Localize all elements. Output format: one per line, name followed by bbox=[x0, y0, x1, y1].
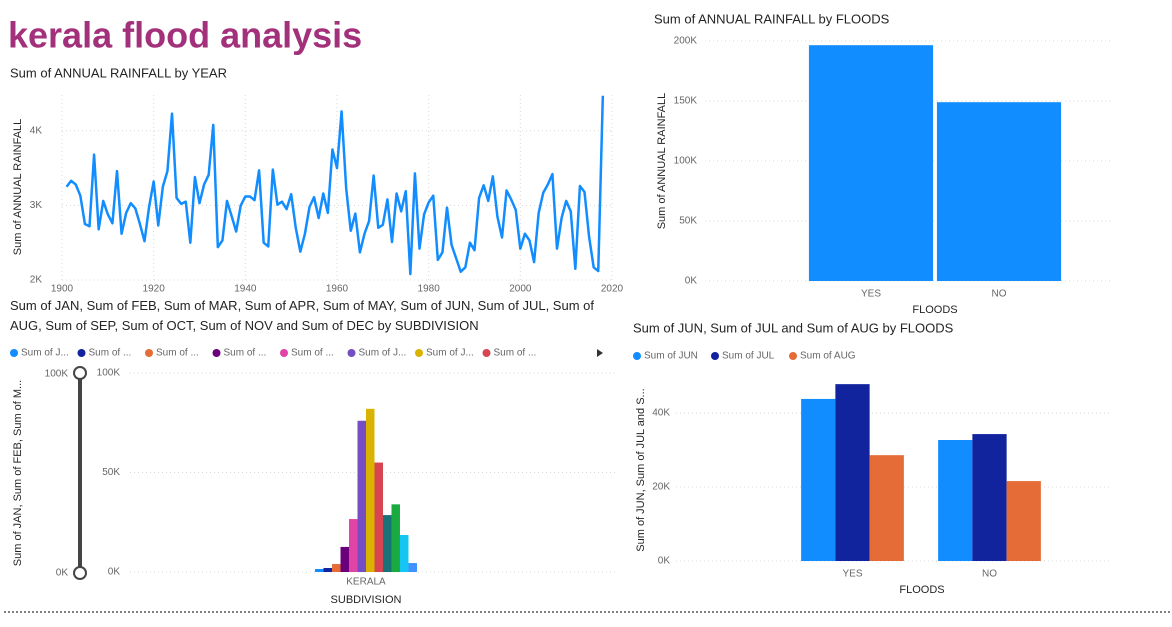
y-tick-label: 0K bbox=[658, 556, 671, 567]
legend-marker bbox=[145, 349, 153, 357]
y-tick-label: 3K bbox=[30, 200, 43, 211]
bar bbox=[408, 563, 417, 572]
x-tick-label: 2000 bbox=[509, 284, 532, 295]
y-axis-title: Sum of ANNUAL RAINFALL bbox=[656, 93, 668, 230]
y-tick-label: 200K bbox=[674, 36, 698, 47]
x-tick-label: 1920 bbox=[143, 284, 166, 295]
bar bbox=[801, 398, 836, 561]
legend-label: Sum of ... bbox=[494, 348, 537, 359]
y-tick-label: 50K bbox=[102, 467, 120, 478]
legend-marker bbox=[10, 349, 18, 357]
range-slider-handle[interactable] bbox=[73, 566, 87, 580]
legend-label: Sum of J... bbox=[426, 348, 474, 359]
bar bbox=[936, 102, 1062, 281]
bar bbox=[835, 384, 870, 561]
chart-title: Sum of JAN, Sum of FEB, Sum of MAR, Sum … bbox=[10, 298, 594, 333]
range-slider-handle[interactable] bbox=[73, 366, 87, 380]
bar bbox=[382, 515, 392, 572]
legend-label: Sum of ... bbox=[224, 348, 267, 359]
chart-title: Sum of JUN, Sum of JUL and Sum of AUG by… bbox=[633, 320, 954, 335]
chart-title: Sum of ANNUAL RAINFALL by FLOODS bbox=[654, 11, 890, 26]
legend-marker bbox=[347, 349, 356, 357]
y-tick-label: 100K bbox=[674, 156, 698, 167]
bar bbox=[349, 519, 358, 572]
y-tick-label: 2K bbox=[30, 275, 43, 286]
y-axis-title: Sum of ANNUAL RAINFALL bbox=[12, 119, 24, 256]
bar bbox=[323, 568, 333, 572]
slider-label: 0K bbox=[56, 568, 69, 579]
legend-label: Sum of AUG bbox=[800, 351, 856, 362]
bar bbox=[374, 462, 383, 572]
legend-marker bbox=[212, 349, 221, 357]
legend-label: Sum of JUL bbox=[722, 351, 775, 362]
x-tick-label: KERALA bbox=[346, 577, 386, 588]
x-tick-label: 1980 bbox=[418, 284, 441, 295]
legend-label: Sum of J... bbox=[359, 348, 407, 359]
bar bbox=[869, 455, 904, 561]
bar bbox=[399, 534, 409, 572]
bar bbox=[391, 504, 400, 572]
y-tick-label: 50K bbox=[679, 216, 697, 227]
x-axis-title: FLOODS bbox=[899, 584, 944, 596]
x-axis-title: SUBDIVISION bbox=[331, 594, 402, 606]
chart-title-wrap: Sum of JAN, Sum of FEB, Sum of MAR, Sum … bbox=[10, 298, 594, 333]
x-tick-label: NO bbox=[982, 569, 997, 580]
x-tick-label: YES bbox=[861, 289, 881, 300]
page-title: kerala flood analysis bbox=[8, 15, 362, 56]
bar bbox=[332, 564, 341, 572]
y-tick-label: 0K bbox=[108, 567, 121, 578]
x-tick-label: NO bbox=[992, 289, 1007, 300]
y-tick-label: 150K bbox=[674, 96, 698, 107]
bar bbox=[315, 569, 324, 572]
y-axis-title: Sum of JAN, Sum of FEB, Sum of M... bbox=[12, 380, 24, 566]
x-axis-title: FLOODS bbox=[912, 304, 957, 316]
legend-label: Sum of ... bbox=[156, 348, 199, 359]
legend-marker bbox=[482, 349, 491, 357]
legend-label: Sum of ... bbox=[89, 348, 132, 359]
bar bbox=[1006, 481, 1041, 561]
y-tick-label: 0K bbox=[685, 276, 698, 287]
bar bbox=[340, 546, 350, 572]
legend-label: Sum of ... bbox=[291, 348, 334, 359]
legend-scroll-arrow[interactable] bbox=[597, 349, 603, 357]
legend-label: Sum of JUN bbox=[644, 351, 698, 362]
x-tick-label: 1940 bbox=[234, 284, 257, 295]
legend-label: Sum of J... bbox=[21, 348, 69, 359]
legend-marker bbox=[415, 349, 423, 357]
bar bbox=[972, 434, 1007, 561]
bar bbox=[938, 440, 973, 561]
slider-label: 100K bbox=[45, 369, 69, 380]
bar bbox=[366, 408, 375, 572]
x-tick-label: 1960 bbox=[326, 284, 349, 295]
x-tick-label: 2020 bbox=[601, 284, 624, 295]
legend-marker bbox=[77, 349, 86, 357]
legend-marker bbox=[633, 352, 641, 360]
y-tick-label: 20K bbox=[652, 482, 670, 493]
chart-title: Sum of ANNUAL RAINFALL by YEAR bbox=[10, 65, 227, 80]
y-tick-label: 100K bbox=[97, 368, 121, 379]
bar bbox=[357, 420, 366, 572]
y-axis-title: Sum of JUN, Sum of JUL and S... bbox=[635, 388, 647, 551]
x-tick-label: YES bbox=[842, 569, 862, 580]
x-tick-label: 1900 bbox=[51, 284, 74, 295]
y-tick-label: 4K bbox=[30, 125, 43, 136]
bar bbox=[808, 45, 934, 282]
line bbox=[65, 95, 605, 276]
legend-marker bbox=[280, 349, 288, 357]
legend-marker bbox=[789, 352, 797, 360]
legend-marker bbox=[711, 352, 719, 360]
y-tick-label: 40K bbox=[652, 408, 670, 419]
